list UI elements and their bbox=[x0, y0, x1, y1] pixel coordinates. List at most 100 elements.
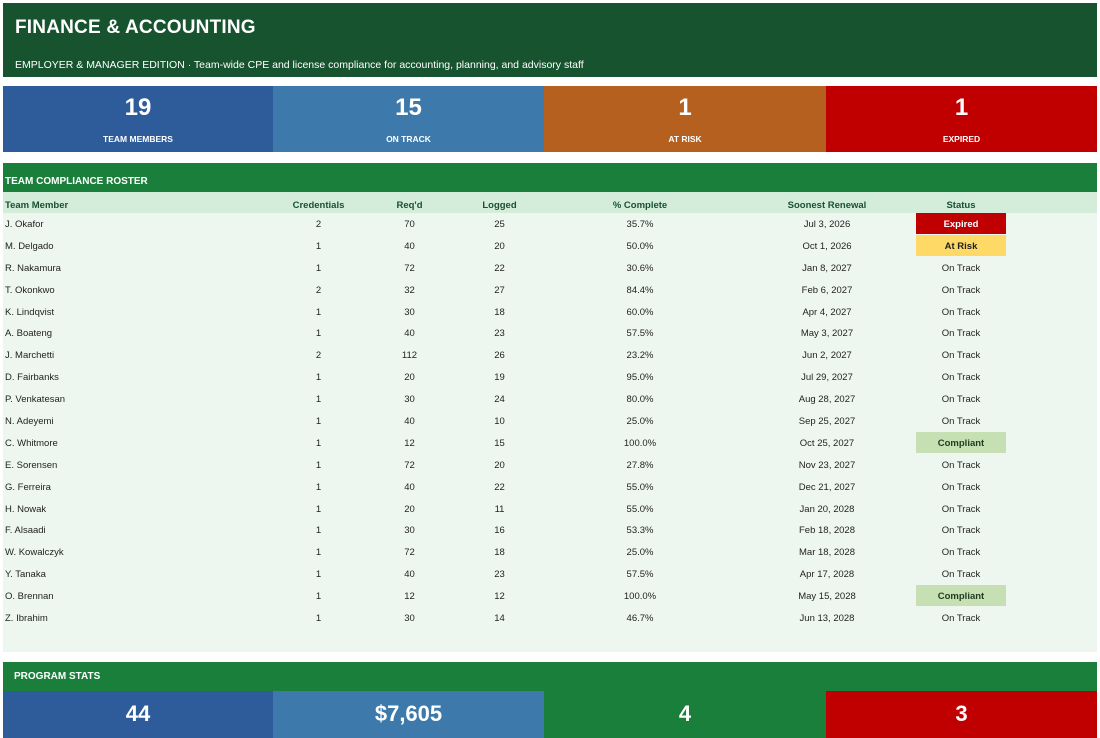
cell-percent-complete: 95.0% bbox=[626, 372, 654, 384]
cell-member: H. Nowak bbox=[5, 503, 47, 515]
table-row[interactable]: P. Venkatesan 1 30 24 80.0% Aug 28, 2027 On Tr… bbox=[3, 388, 1097, 410]
table-row[interactable]: R. Nakamura 1 72 22 30.6% Jan 8, 2027 On Track bbox=[3, 257, 1097, 279]
cell-logged: 19 bbox=[494, 372, 505, 384]
table-row[interactable]: C. Whitmore 1 12 15 100.0% Oct 25, 2027 Compli… bbox=[3, 431, 1097, 454]
cell-renewal: Nov 23, 2027 bbox=[798, 459, 856, 471]
cell-logged: 10 bbox=[494, 416, 505, 428]
program-stats-title: PROGRAM STATS bbox=[3, 662, 1097, 691]
cell-renewal: May 15, 2028 bbox=[798, 591, 856, 603]
table-row[interactable]: M. Delgado 1 40 20 50.0% Oct 1, 2026 At Risk bbox=[3, 234, 1097, 257]
cell-required: 40 bbox=[404, 569, 415, 581]
table-row[interactable]: T. Okonkwo 2 32 27 84.4% Feb 6, 2027 On Track bbox=[3, 279, 1097, 301]
col-percent-complete[interactable]: % Complete bbox=[612, 200, 668, 211]
table-row[interactable]: F. Alsaadi 1 30 16 53.3% Feb 18, 2028 On Track bbox=[3, 519, 1097, 541]
cell-logged: 20 bbox=[494, 240, 505, 252]
cell-required: 40 bbox=[404, 416, 415, 428]
cell-member: A. Boateng bbox=[5, 328, 53, 340]
cell-credentials: 1 bbox=[315, 503, 322, 515]
table-row[interactable]: N. Adeyemi 1 40 10 25.0% Sep 25, 2027 On Track bbox=[3, 410, 1097, 432]
kpi-on-track: 15 ON TRACK bbox=[273, 86, 544, 152]
cell-member: W. Kowalczyk bbox=[5, 547, 64, 559]
cell-credentials: 1 bbox=[315, 437, 322, 449]
table-row[interactable]: J. Okafor 2 70 25 35.7% Jul 3, 2026 Expired bbox=[3, 213, 1097, 235]
kpi-value: 15 bbox=[395, 94, 422, 121]
status-badge: On Track bbox=[941, 547, 981, 559]
table-row[interactable]: Y. Tanaka 1 40 23 57.5% Apr 17, 2028 On Track bbox=[3, 563, 1097, 585]
cell-required: 40 bbox=[404, 481, 415, 493]
kpi-label: AT RISK bbox=[668, 134, 702, 144]
cell-logged: 16 bbox=[494, 525, 505, 537]
cell-required: 30 bbox=[404, 394, 415, 406]
table-row[interactable]: A. Boateng 1 40 23 57.5% May 3, 2027 On Track bbox=[3, 322, 1097, 344]
cell-member: C. Whitmore bbox=[5, 437, 58, 449]
cell-member: Y. Tanaka bbox=[5, 569, 46, 581]
program-stat-4: 3 bbox=[826, 691, 1097, 738]
table-row[interactable]: O. Brennan 1 12 12 100.0% May 15, 2028 Complia… bbox=[3, 585, 1097, 607]
cell-member: J. Okafor bbox=[5, 219, 44, 230]
cell-required: 72 bbox=[404, 547, 415, 559]
cell-logged: 11 bbox=[494, 503, 505, 515]
cell-credentials: 1 bbox=[315, 459, 322, 471]
cell-renewal: Jan 8, 2027 bbox=[802, 262, 852, 274]
cell-logged: 27 bbox=[494, 284, 505, 296]
kpi-at-risk: 1 AT RISK bbox=[544, 86, 826, 152]
cell-member: M. Delgado bbox=[5, 240, 54, 252]
cell-percent-complete: 57.5% bbox=[626, 569, 654, 581]
cell-logged: 18 bbox=[494, 306, 505, 318]
cell-required: 70 bbox=[404, 219, 415, 230]
col-status[interactable]: Status bbox=[946, 200, 976, 211]
stat-value: 3 bbox=[955, 701, 968, 726]
page-title: FINANCE & ACCOUNTING bbox=[15, 17, 256, 38]
cell-logged: 20 bbox=[494, 459, 505, 471]
status-badge: On Track bbox=[941, 394, 981, 406]
cell-logged: 23 bbox=[494, 569, 505, 581]
table-row[interactable]: Z. Ibrahim 1 30 14 46.7% Jun 13, 2028 On Track bbox=[3, 607, 1097, 629]
cell-credentials: 1 bbox=[315, 613, 322, 625]
col-soonest-renewal[interactable]: Soonest Renewal bbox=[787, 200, 867, 211]
status-badge: On Track bbox=[941, 525, 981, 537]
table-row[interactable]: H. Nowak 1 20 11 55.0% Jan 20, 2028 On Track bbox=[3, 498, 1097, 520]
col-team-member[interactable]: Team Member bbox=[5, 200, 69, 211]
table-row[interactable]: D. Fairbanks 1 20 19 95.0% Jul 29, 2027 On Tra… bbox=[3, 366, 1097, 388]
stat-value: 44 bbox=[125, 701, 151, 726]
kpi-value: 1 bbox=[678, 94, 692, 121]
table-row[interactable]: E. Sorensen 1 72 20 27.8% Nov 23, 2027 On Trac… bbox=[3, 454, 1097, 476]
table-row[interactable]: G. Ferreira 1 40 22 55.0% Dec 21, 2027 On Trac… bbox=[3, 476, 1097, 498]
cell-required: 40 bbox=[404, 328, 415, 340]
table-row[interactable]: J. Marchetti 2 112 26 23.2% Jun 2, 2027 On Tra… bbox=[3, 344, 1097, 366]
kpi-team-members: 19 TEAM MEMBERS bbox=[3, 86, 273, 152]
status-badge: On Track bbox=[941, 613, 981, 625]
cell-member: K. Lindqvist bbox=[5, 306, 55, 318]
status-badge: Expired bbox=[916, 213, 1006, 234]
status-badge: Compliant bbox=[916, 585, 1006, 607]
page-header: FINANCE & ACCOUNTING EMPLOYER & MANAGER … bbox=[3, 3, 1097, 77]
cell-required: 40 bbox=[404, 240, 415, 252]
cell-logged: 26 bbox=[494, 350, 505, 362]
cell-credentials: 1 bbox=[315, 416, 322, 428]
roster-rows: J. Okafor 2 70 25 35.7% Jul 3, 2026 Expired M. … bbox=[3, 213, 1097, 629]
cell-credentials: 1 bbox=[315, 262, 322, 274]
cell-percent-complete: 53.3% bbox=[626, 525, 654, 537]
status-badge: On Track bbox=[941, 284, 981, 296]
table-row[interactable]: W. Kowalczyk 1 72 18 25.0% Mar 18, 2028 On Tra… bbox=[3, 541, 1097, 563]
col-logged[interactable]: Logged bbox=[482, 200, 517, 211]
cell-member: O. Brennan bbox=[5, 591, 54, 603]
col-credentials[interactable]: Credentials bbox=[292, 200, 345, 211]
cell-renewal: Jul 29, 2027 bbox=[801, 372, 853, 384]
cell-credentials: 1 bbox=[315, 328, 322, 340]
cell-credentials: 1 bbox=[315, 525, 322, 537]
status-badge: On Track bbox=[941, 372, 981, 384]
cell-member: Z. Ibrahim bbox=[5, 613, 48, 625]
table-row[interactable]: K. Lindqvist 1 30 18 60.0% Apr 4, 2027 On Trac… bbox=[3, 301, 1097, 323]
cell-credentials: 1 bbox=[315, 481, 322, 493]
cell-credentials: 1 bbox=[315, 240, 322, 252]
cell-logged: 23 bbox=[494, 328, 505, 340]
cell-credentials: 1 bbox=[315, 547, 322, 559]
cell-member: D. Fairbanks bbox=[5, 372, 59, 384]
cell-renewal: Jan 20, 2028 bbox=[799, 503, 855, 515]
kpi-label: ON TRACK bbox=[386, 134, 431, 144]
program-stat-2: $7,605 bbox=[273, 691, 544, 738]
cell-member: E. Sorensen bbox=[5, 459, 58, 471]
cell-logged: 12 bbox=[494, 591, 505, 603]
col-required[interactable]: Req'd bbox=[396, 200, 423, 211]
